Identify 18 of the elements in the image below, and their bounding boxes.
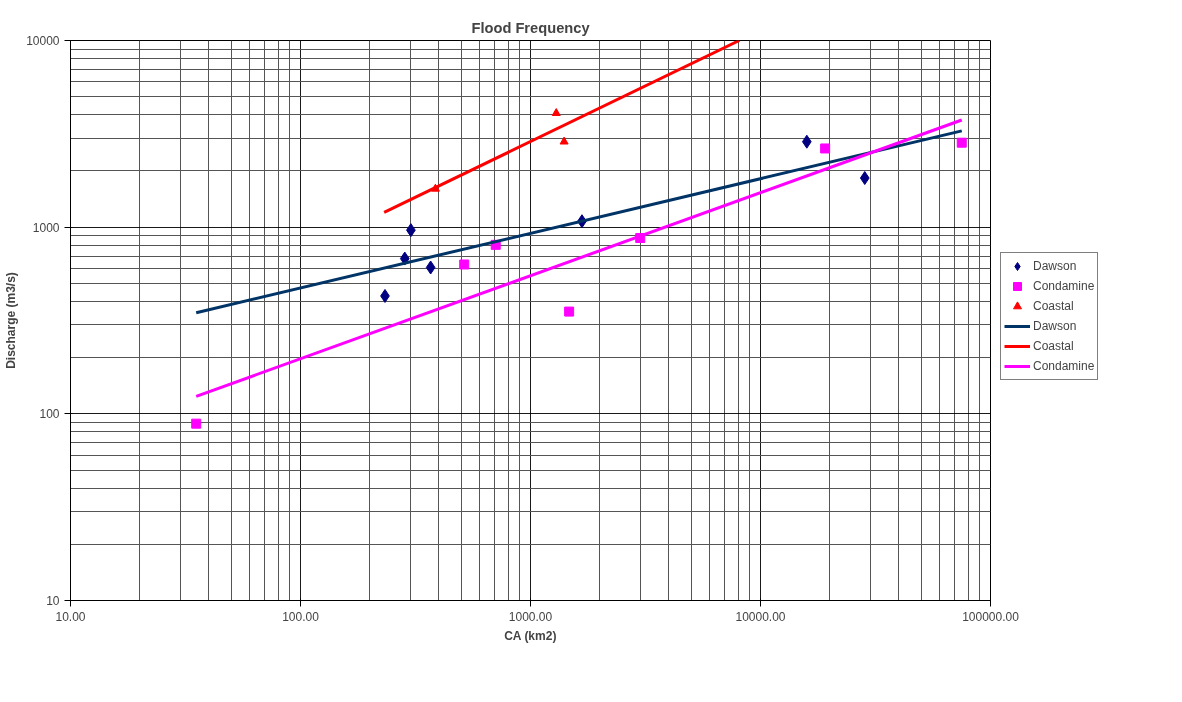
x-tick-label: 10.00 bbox=[55, 609, 86, 624]
x-tick-label: 10000.00 bbox=[735, 609, 786, 624]
chart-title: Flood Frequency bbox=[471, 19, 591, 36]
y-tick-label: 10000 bbox=[26, 34, 60, 48]
legend-label: Coastal bbox=[1033, 299, 1074, 313]
x-axis-title: CA (km2) bbox=[504, 628, 557, 643]
x-tick-label: 100.00 bbox=[282, 609, 320, 624]
legend-label: Condamine bbox=[1033, 279, 1095, 293]
x-tick-label: 100000.00 bbox=[962, 609, 1020, 624]
y-tick-label: 1000 bbox=[32, 220, 60, 235]
y-tick-label: 100 bbox=[39, 407, 60, 422]
y-axis-title: Discharge (m3/s) bbox=[4, 272, 19, 369]
legend-label: Coastal bbox=[1033, 339, 1074, 353]
x-tick-label: 1000.00 bbox=[508, 609, 553, 624]
legend-label: Condamine bbox=[1033, 359, 1095, 373]
legend-label: Dawson bbox=[1033, 319, 1077, 333]
y-tick-label: 10 bbox=[46, 594, 60, 608]
legend-label: Dawson bbox=[1033, 259, 1077, 273]
